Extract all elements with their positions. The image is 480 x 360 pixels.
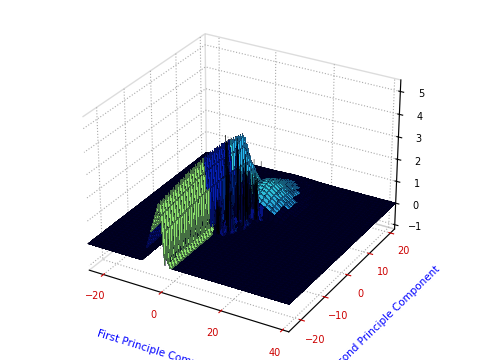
X-axis label: First Principle Component: First Principle Component — [96, 328, 228, 360]
Y-axis label: Second Principle Component: Second Principle Component — [327, 264, 442, 360]
